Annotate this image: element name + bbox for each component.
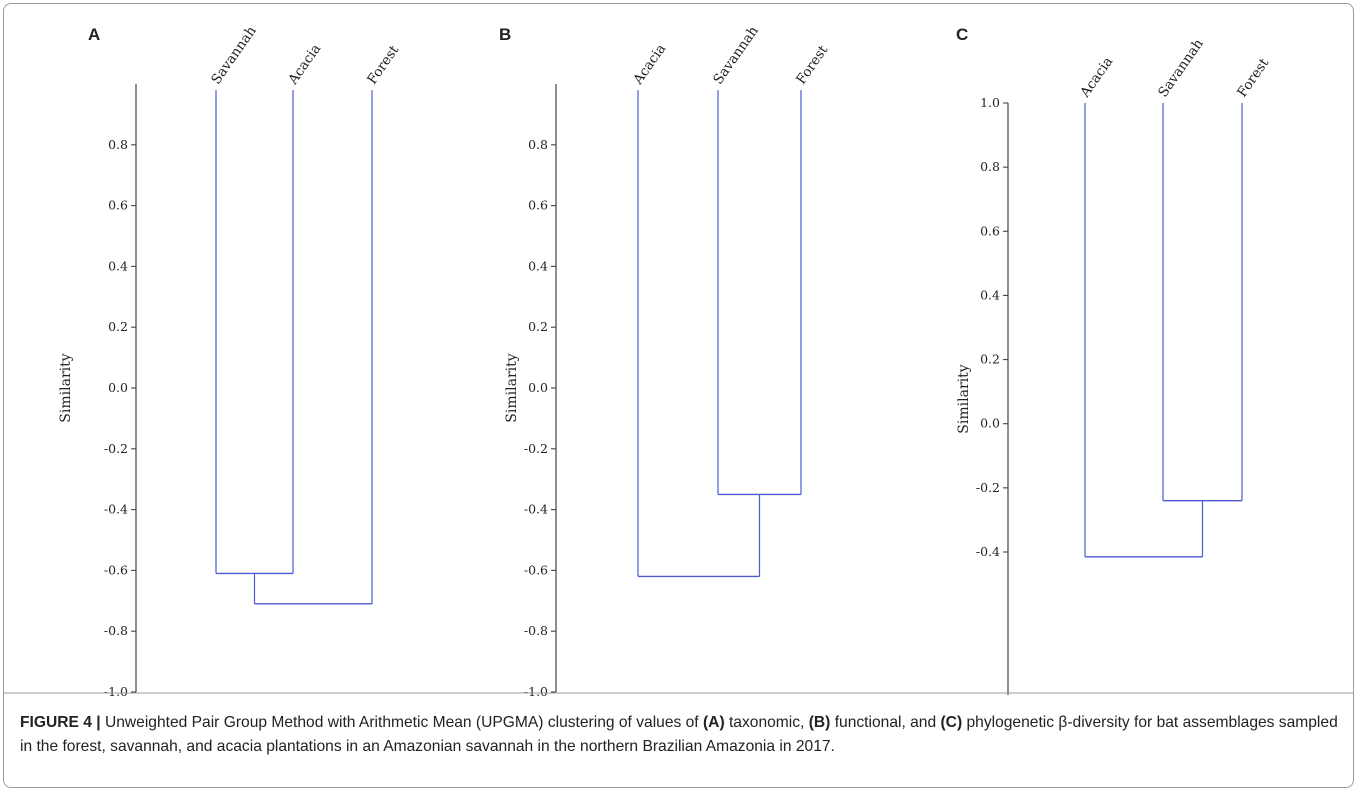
y-tick-label: -0.6 (524, 562, 548, 577)
y-tick-label: -0.8 (524, 623, 548, 638)
y-tick-label: 1.0 (980, 95, 1000, 110)
leaf-label: Savannah (710, 23, 762, 87)
leaf-label: Savannah (1155, 36, 1207, 100)
y-tick-label: -0.4 (104, 502, 128, 517)
y-tick-label: 0.4 (980, 287, 1000, 302)
panel-label: C (956, 25, 968, 44)
y-tick-label: 0.6 (980, 223, 1000, 238)
y-tick-label: 0.0 (108, 380, 128, 395)
caption-figure-label: FIGURE 4 | (20, 714, 101, 731)
figure-frame (3, 3, 1354, 788)
caption-text: Unweighted Pair Group Method with Arithm… (100, 714, 703, 731)
caption-text: functional, and (830, 714, 941, 731)
y-axis-label: Similarity (504, 353, 520, 422)
caption-text: taxonomic, (724, 714, 809, 731)
leaf-label: Acacia (285, 41, 325, 88)
y-tick-label: 0.2 (980, 352, 1000, 367)
leaf-label: Acacia (630, 41, 670, 88)
y-tick-label: -0.4 (524, 502, 548, 517)
y-tick-label: 0.2 (528, 319, 548, 334)
y-axis-label: Similarity (956, 364, 972, 433)
leaf-label: Forest (364, 42, 402, 87)
y-tick-label: 0.6 (108, 198, 128, 213)
leaf-label: Savannah (208, 23, 260, 87)
y-tick-label: 0.4 (108, 258, 128, 273)
caption-ref-b: (B) (808, 714, 831, 731)
y-tick-label: 0.8 (108, 137, 128, 152)
figure-caption: FIGURE 4 | Unweighted Pair Group Method … (20, 711, 1342, 759)
y-tick-label: -0.2 (104, 441, 128, 456)
panel-label: A (88, 25, 100, 44)
y-tick-label: 0.2 (108, 319, 128, 334)
caption-separator (4, 692, 1353, 694)
y-tick-label: 0.6 (528, 198, 548, 213)
caption-ref-c: (C) (940, 714, 963, 731)
y-tick-label: -0.4 (976, 544, 1000, 559)
caption-ref-a: (A) (702, 714, 725, 731)
figure-panels: A 0.8 0.6 0.4 0.2 0.0 -0.2 -0.4 -0.6 -0.8 -1.0 Simi… (58, 23, 1273, 699)
y-tick-label: -0.6 (104, 562, 128, 577)
y-tick-label: 0.4 (528, 258, 548, 273)
y-tick-label: 0.8 (528, 137, 548, 152)
leaf-label: Forest (1234, 55, 1272, 100)
leaf-label: Acacia (1077, 54, 1117, 101)
y-tick-label: 0.8 (980, 159, 1000, 174)
y-tick-label: -1.0 (104, 684, 128, 699)
y-tick-label: 0.0 (528, 380, 548, 395)
y-tick-label: -1.0 (524, 684, 548, 699)
panel-label: B (499, 25, 511, 44)
leaf-label: Forest (793, 42, 831, 87)
y-tick-label: -0.8 (104, 623, 128, 638)
y-axis-label: Similarity (58, 353, 74, 422)
y-tick-label: -0.2 (976, 480, 1000, 495)
y-tick-label: 0.0 (980, 416, 1000, 431)
caption-text: phylogenetic β-diversity for bat assembl… (20, 714, 1338, 755)
y-tick-label: -0.2 (524, 441, 548, 456)
